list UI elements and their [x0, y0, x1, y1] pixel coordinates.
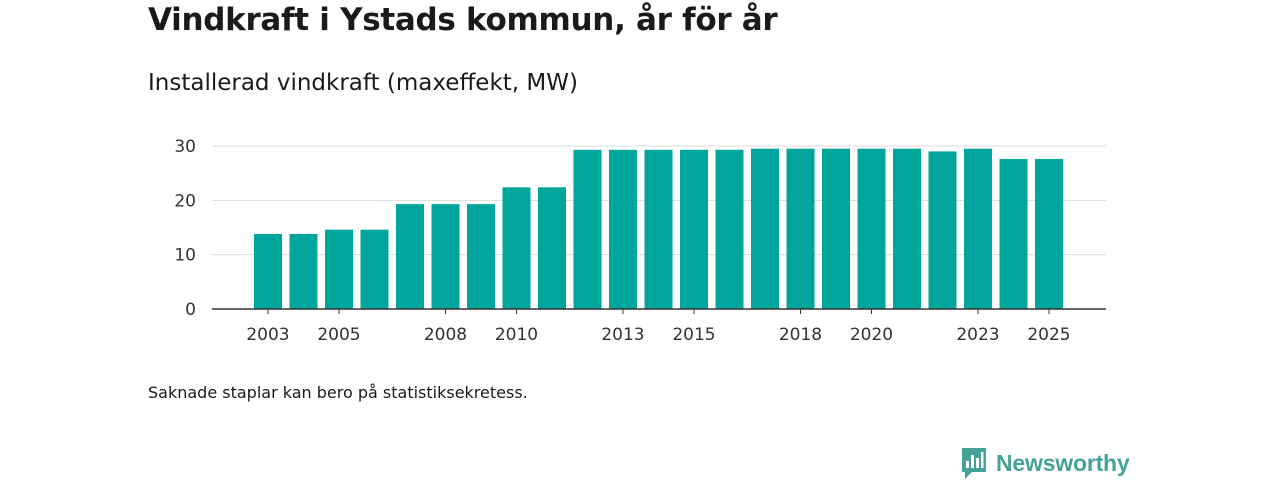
- bar-2016: [715, 149, 744, 309]
- bar-2022: [928, 151, 957, 309]
- x-tick-label-2023: 2023: [956, 325, 999, 345]
- bar-2004: [289, 234, 318, 309]
- bar-2025: [1035, 159, 1063, 309]
- bar-2018: [786, 148, 815, 309]
- bar-2006: [360, 229, 389, 309]
- chart-title: Vindkraft i Ystads kommun, år för år: [148, 2, 778, 38]
- bar-2010: [502, 187, 531, 309]
- x-tick-label-2003: 2003: [246, 325, 289, 345]
- bar-2015: [680, 149, 708, 309]
- footnote: Saknade staplar kan bero på statistiksek…: [148, 383, 528, 402]
- y-tick-label-30: 30: [174, 137, 196, 157]
- bar-2014: [644, 149, 673, 309]
- x-tick-label-2020: 2020: [850, 325, 893, 345]
- bar-chart: 0 10 20 30 2003 2005 2008 2010 2013 2015 2018 2020 2…: [174, 137, 1106, 345]
- bar-2005: [325, 229, 353, 309]
- bar-2021: [893, 148, 921, 309]
- x-tick-label-2025: 2025: [1027, 325, 1070, 345]
- chart-subtitle: Installerad vindkraft (maxeffekt, MW): [148, 70, 578, 96]
- axes: 0 10 20 30 2003 2005 2008 2010 2013 2015 2018 2020 2…: [174, 137, 1106, 345]
- bar-2013: [609, 149, 637, 309]
- x-tick-label-2013: 2013: [601, 325, 644, 345]
- bar-2008: [431, 204, 460, 309]
- bar-2009: [467, 204, 495, 309]
- y-tick-label-10: 10: [174, 246, 196, 266]
- x-tick-label-2008: 2008: [424, 325, 467, 345]
- y-tick-label-20: 20: [174, 191, 196, 211]
- brand-logo: Newsworthy: [960, 446, 1130, 480]
- bar-2020: [857, 148, 886, 309]
- y-tick-label-0: 0: [185, 300, 196, 320]
- bar-2003: [254, 234, 282, 309]
- bars: [254, 148, 1063, 309]
- x-tick-label-2005: 2005: [317, 325, 360, 345]
- bar-2023: [964, 148, 992, 309]
- x-tick-label-2018: 2018: [779, 325, 822, 345]
- bar-2012: [573, 149, 602, 309]
- newsworthy-logo-icon: [962, 448, 986, 479]
- x-tick-label-2010: 2010: [495, 325, 538, 345]
- bar-2024: [999, 159, 1028, 309]
- bar-2019: [822, 148, 850, 309]
- bar-2007: [396, 204, 424, 309]
- x-tick-label-2015: 2015: [672, 325, 715, 345]
- bar-2017: [751, 148, 779, 309]
- bar-2011: [538, 187, 566, 309]
- brand-name: Newsworthy: [996, 449, 1130, 476]
